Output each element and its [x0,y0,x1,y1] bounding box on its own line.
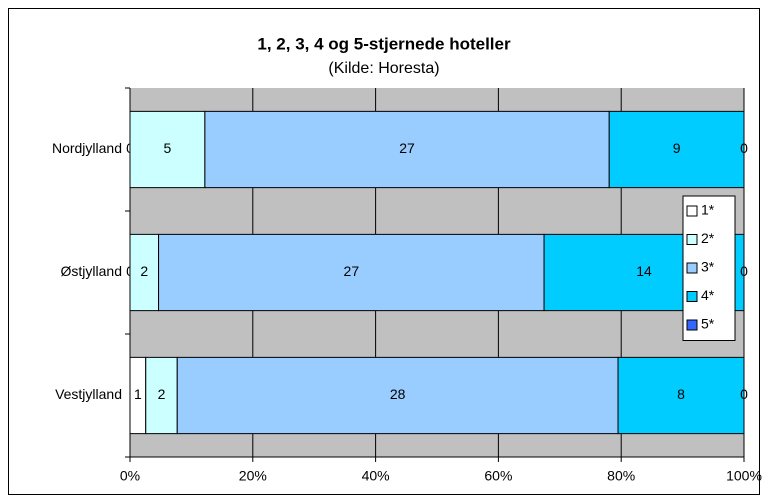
x-tick-label: 60% [484,468,512,484]
x-tick-label: 80% [607,468,635,484]
legend-swatch [686,205,698,217]
x-tick-label: 40% [362,468,390,484]
legend-swatch [686,319,698,331]
x-tick-label: 20% [239,468,267,484]
y-tick-label: Nordjylland [52,140,122,156]
bar-segment [617,356,745,435]
data-label: 1 [134,386,142,402]
legend-swatch [686,234,698,245]
data-label: 14 [636,263,652,279]
bar-segment [129,233,160,312]
data-label: 5 [164,140,172,156]
y-tick-label: Vestjylland [55,386,122,402]
legend-swatch [686,262,698,274]
legend-label: 3* [701,259,715,275]
bar-segment [129,110,206,189]
legend-label: 2* [701,230,715,246]
bar-segment [176,356,619,435]
data-label: 0 [740,140,748,156]
data-label: 28 [390,386,406,402]
x-tick-label: 0% [120,468,140,484]
legend-swatch [686,291,698,302]
data-label: 27 [344,263,360,279]
data-label: 2 [140,263,148,279]
data-label: 0 [740,386,748,402]
data-label: 27 [399,140,415,156]
legend-label: 4* [701,287,715,303]
x-tick-label: 100% [726,468,762,484]
legend-label: 1* [701,202,715,218]
chart-title: 1, 2, 3, 4 og 5-stjernede hoteller [257,34,511,53]
data-label: 8 [677,386,685,402]
data-label: 9 [673,140,681,156]
y-tick-label: Østjylland [61,263,122,279]
data-label: 0 [740,263,748,279]
bar-segment [145,356,178,435]
bar-segment [204,110,610,189]
legend-label: 5* [701,316,715,332]
bar-segment [608,110,745,189]
chart-subtitle: (Kilde: Horesta) [328,60,439,77]
data-label: 2 [158,386,166,402]
